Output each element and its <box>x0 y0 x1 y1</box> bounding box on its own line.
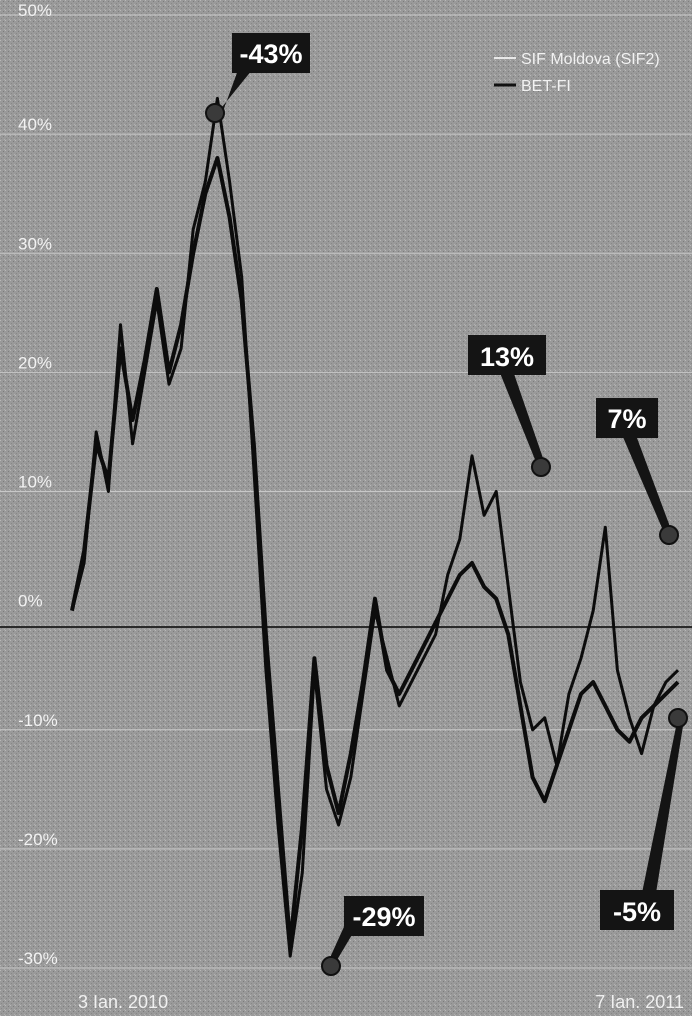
y-tick-label: -10% <box>18 711 58 730</box>
y-tick-label: 40% <box>18 115 52 134</box>
y-tick-label: 20% <box>18 353 52 372</box>
y-tick-label: 30% <box>18 234 52 253</box>
callout-trough: -29% <box>321 896 424 976</box>
callout-mid-high: 13% <box>468 335 551 477</box>
peak-marker <box>205 103 225 123</box>
end-sif2-marker <box>659 525 679 545</box>
y-tick-label: 10% <box>18 473 52 492</box>
y-tick-label: 0% <box>18 592 43 611</box>
y-axis-ticks: 50% 40% 30% 20% 10% 0% -10% -20% -30% <box>18 1 58 968</box>
y-tick-label: 50% <box>18 1 52 20</box>
callout-end-betfi-label: -5% <box>613 897 661 927</box>
callout-mid-high-label: 13% <box>480 342 534 372</box>
callout-trough-label: -29% <box>352 902 415 932</box>
callout-end-sif2-label: 7% <box>607 404 646 434</box>
series-line-betfi <box>70 156 680 947</box>
end-betfi-marker <box>668 708 688 728</box>
series-lines <box>70 96 680 958</box>
callout-peak-label: -43% <box>239 39 302 69</box>
callout-end-sif2: 7% <box>596 398 679 545</box>
callout-end-betfi: -5% <box>600 708 688 930</box>
legend: SIF Moldova (SIF2) BET-FI <box>494 51 660 95</box>
mid-high-marker <box>531 457 551 477</box>
callout-peak: -43% <box>205 33 310 123</box>
legend-label-sif2: SIF Moldova (SIF2) <box>521 51 660 68</box>
x-end-label: 7 Ian. 2011 <box>595 992 684 1012</box>
legend-label-betfi: BET-FI <box>521 78 571 95</box>
trough-marker <box>321 956 341 976</box>
y-gridlines <box>0 14 692 969</box>
x-start-label: 3 Ian. 2010 <box>78 992 168 1012</box>
y-tick-label: -30% <box>18 949 58 968</box>
y-tick-label: -20% <box>18 830 58 849</box>
